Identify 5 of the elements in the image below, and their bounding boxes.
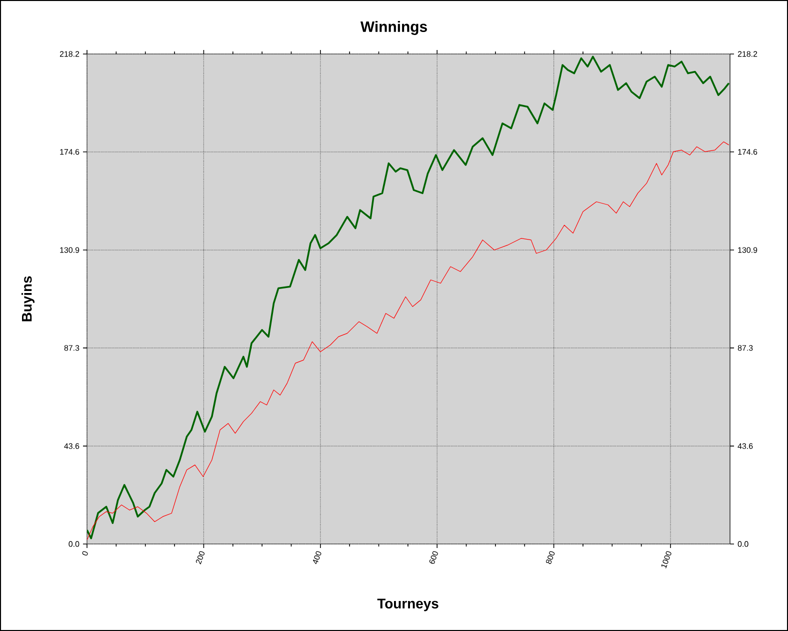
x-axis-title: Tourneys	[377, 598, 438, 612]
y-axis-title: Buyins	[22, 276, 35, 322]
line-series	[87, 141, 730, 540]
line-series	[87, 56, 730, 540]
chart-title: Winnings	[360, 20, 427, 35]
